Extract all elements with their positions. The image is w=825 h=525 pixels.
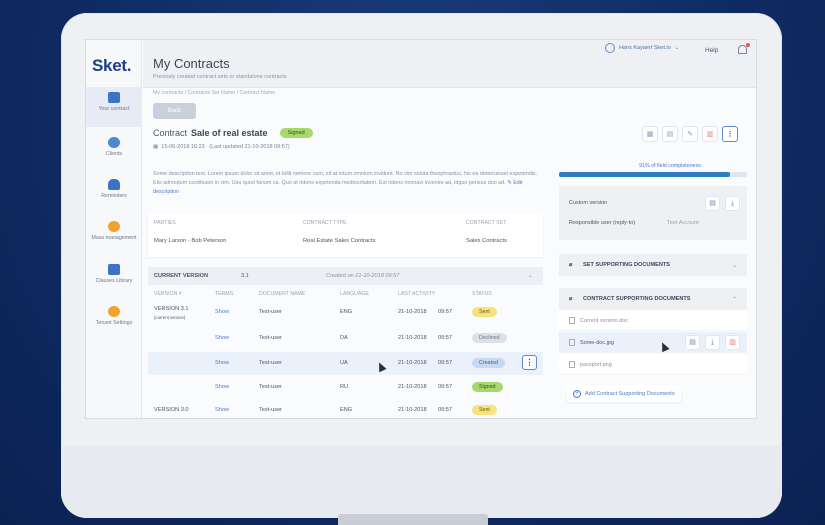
contract-supporting-documents-section[interactable]: ⌀ CONTRACT SUPPORTING DOCUMENTS ⌃ xyxy=(559,288,747,310)
completeness-label: 91% of field completeness xyxy=(639,163,701,169)
show-terms-link[interactable]: Show xyxy=(215,360,229,366)
sidebar-item-your-contract[interactable]: Your contract xyxy=(86,87,142,127)
download-icon[interactable]: ⤓ xyxy=(725,196,740,211)
more-options-icon[interactable]: ⋮ xyxy=(722,126,738,142)
back-button[interactable]: Back xyxy=(153,103,196,119)
plus-icon: + xyxy=(573,389,581,398)
paperclip-icon: ⌀ xyxy=(569,262,573,268)
chevron-down-icon: ⌄ xyxy=(674,45,680,51)
chevron-down-icon: ⌄ xyxy=(528,273,533,279)
table-row: VERSION 3.1 (current version) Show Test-… xyxy=(148,301,543,324)
library-icon xyxy=(108,264,120,275)
edit-icon[interactable]: ✎ xyxy=(682,126,698,142)
file-icon xyxy=(569,339,575,346)
table-row: Show Test-user RU 21-10-2018 09:57 Signe… xyxy=(148,376,543,399)
status-badge: Declined xyxy=(472,333,507,343)
calendar-icon: ▦ xyxy=(153,144,159,150)
sidebar-item-mass-management[interactable]: Mass management xyxy=(86,216,142,256)
contract-name: Sale of real estate xyxy=(191,128,268,138)
show-terms-link[interactable]: Show xyxy=(215,309,229,315)
status-badge: Signed xyxy=(472,382,503,392)
header: My Contracts Previosly created contract … xyxy=(143,40,756,88)
page-subtitle: Previosly created contract sets or stand… xyxy=(153,74,287,80)
versions-table-header: VERSION # TERMS DOCUMENT NAME LANGUAGE L… xyxy=(154,291,492,297)
user-icon xyxy=(605,43,615,53)
set-supporting-documents-section[interactable]: ⌀ SET SUPPORTING DOCUMENTS ⌄ xyxy=(559,254,747,276)
sidebar-item-clients[interactable]: Clients xyxy=(86,132,142,172)
logo: Sket. xyxy=(92,56,132,75)
contract-dates: ▦ 15-06-2018 16:23 (Last updated 21-10-2… xyxy=(153,144,290,150)
clients-icon xyxy=(108,137,120,148)
paperclip-icon: ⌀ xyxy=(569,296,573,302)
contract-icon xyxy=(108,92,120,103)
page-title: My Contracts xyxy=(153,56,230,71)
notification-dot xyxy=(746,43,750,47)
document-item[interactable]: Some-doc.jpg ▤ ⤓ ▥ xyxy=(559,332,747,353)
settings-icon xyxy=(108,306,120,317)
parties-table: PARTIES CONTRACT TYPE CONTRACT SET Mary … xyxy=(148,213,543,257)
edit-description-link[interactable]: ✎ Edit description xyxy=(153,180,523,195)
gears-icon xyxy=(108,221,120,232)
file-icon xyxy=(569,361,575,368)
contract-description: Some description text. Lorem ipsum dolor… xyxy=(153,171,538,195)
current-version-bar[interactable]: CURRENT VERSION 3.1 Created on 21-10-201… xyxy=(148,267,543,285)
status-badge: Sent xyxy=(472,307,497,317)
status-badge: Sent xyxy=(472,405,497,415)
chevron-up-icon: ⌃ xyxy=(731,297,737,303)
status-badge: Created xyxy=(472,358,505,368)
file-icon xyxy=(569,317,575,324)
sidebar-item-tenant-settings[interactable]: Tenant Settings xyxy=(86,301,142,341)
custom-version-panel: Custom version Responsible user (reply-t… xyxy=(559,186,747,240)
download-icon[interactable]: ⤓ xyxy=(705,335,720,350)
document-item[interactable]: Current version.doc xyxy=(559,310,747,331)
sidebar-item-reminders[interactable]: Reminders xyxy=(86,174,142,214)
contract-actions: ▦ ▤ ✎ ▥ ⋮ xyxy=(642,126,738,142)
notifications-icon[interactable] xyxy=(738,45,747,54)
user-menu[interactable]: Hans Kayaert Sket.io ⌄ xyxy=(605,43,679,53)
calendar-add-icon[interactable]: ▦ xyxy=(642,126,658,142)
show-terms-link[interactable]: Show xyxy=(215,384,229,390)
document-icon[interactable]: ▤ xyxy=(662,126,678,142)
status-badge: Signed xyxy=(279,128,313,138)
row-more-options-icon[interactable]: ⋮ xyxy=(522,355,537,370)
table-row: VERSION 3.0 Show Test-user ENG 21-10-201… xyxy=(148,399,543,418)
chevron-down-icon: ⌄ xyxy=(731,263,737,269)
breadcrumb: My contracts / Contracts Set Name / Cont… xyxy=(153,90,276,96)
help-link[interactable]: Help xyxy=(705,47,719,54)
sidebar-item-clauses-library[interactable]: Clauses Library xyxy=(86,259,142,299)
delete-icon[interactable]: ▥ xyxy=(702,126,718,142)
delete-icon[interactable]: ▥ xyxy=(725,335,740,350)
table-row: Show Test-user DA 21-10-2018 09:57 Decli… xyxy=(148,327,543,350)
show-terms-link[interactable]: Show xyxy=(215,335,229,341)
bell-icon xyxy=(108,179,120,190)
contract-heading: Contract Sale of real estate Signed xyxy=(153,128,313,138)
document-icon[interactable]: ▤ xyxy=(685,335,700,350)
completeness-progress xyxy=(559,172,747,177)
sidebar: Sket. Your contract Clients Reminders Ma… xyxy=(86,40,142,418)
document-icon[interactable]: ▤ xyxy=(705,196,720,211)
add-contract-supporting-documents-button[interactable]: + Add Contract Supporting Documents xyxy=(567,385,681,402)
table-row: Show Test-user UA 21-10-2018 09:57 Creat… xyxy=(148,352,543,375)
show-terms-link[interactable]: Show xyxy=(215,407,229,413)
app-screen: Sket. Your contract Clients Reminders Ma… xyxy=(86,40,756,418)
document-item[interactable]: passport.png xyxy=(559,354,747,375)
monitor-stand xyxy=(338,514,488,525)
